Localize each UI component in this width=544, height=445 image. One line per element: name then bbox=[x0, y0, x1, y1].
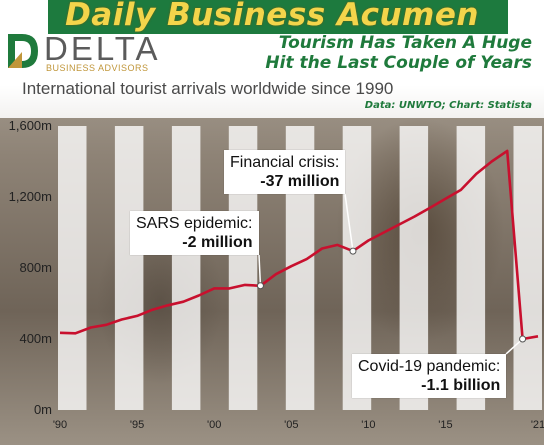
headline-line-1: Tourism Has Taken A Huge bbox=[278, 33, 532, 53]
background-stripe bbox=[114, 126, 144, 410]
annotation-covid-label: Covid-19 pandemic: bbox=[358, 358, 501, 375]
annotation-financial-label: Financial crisis: bbox=[230, 154, 340, 171]
annotation-covid: Covid-19 pandemic: -1.1 billion bbox=[352, 354, 507, 398]
x-tick-label: '10 bbox=[361, 419, 375, 431]
background-stripe bbox=[58, 126, 87, 410]
background-stripe bbox=[171, 126, 201, 410]
annotation-point-covid bbox=[519, 335, 527, 343]
series-line bbox=[59, 149, 539, 341]
x-tick-label: '05 bbox=[284, 419, 298, 431]
delta-logo-icon bbox=[8, 34, 38, 68]
y-tick-label: 800m bbox=[19, 260, 52, 275]
x-tick-label: '95 bbox=[130, 419, 144, 431]
annotation-connector-sars bbox=[258, 254, 262, 286]
logo-wordmark: DELTA bbox=[44, 30, 161, 67]
annotation-connector-covid bbox=[505, 338, 524, 355]
x-tick-label: '00 bbox=[207, 419, 221, 431]
chart-source: Data: UNWTO; Chart: Statista bbox=[364, 100, 532, 111]
logo-subtitle: BUSINESS ADVISORS bbox=[46, 63, 149, 73]
brand-title: Daily Business Acumen bbox=[65, 0, 479, 33]
y-tick-label: 1,600m bbox=[9, 118, 52, 133]
annotation-point-financial bbox=[349, 247, 357, 255]
annotation-sars-value: -2 million bbox=[182, 234, 253, 251]
y-tick-label: 0m bbox=[34, 402, 52, 417]
annotation-covid-value: -1.1 billion bbox=[421, 377, 501, 394]
annotation-connector-financial bbox=[344, 193, 354, 252]
brand-banner bbox=[48, 0, 508, 34]
x-tick-label: '15 bbox=[438, 419, 452, 431]
annotation-financial-crisis: Financial crisis: -37 million bbox=[224, 150, 346, 194]
annotation-financial-value: -37 million bbox=[260, 173, 340, 190]
background-stripe bbox=[513, 126, 542, 410]
y-tick-label: 1,200m bbox=[9, 189, 52, 204]
headline-line-2: Hit the Last Couple of Years bbox=[265, 53, 532, 73]
annotation-sars-label: SARS epidemic: bbox=[136, 215, 253, 232]
headline: Tourism Has Taken A Huge Hit the Last Co… bbox=[265, 33, 532, 73]
x-tick-label: '90 bbox=[53, 419, 67, 431]
annotation-point-sars bbox=[256, 282, 264, 290]
y-tick-label: 400m bbox=[19, 331, 52, 346]
annotation-sars: SARS epidemic: -2 million bbox=[130, 211, 259, 255]
chart-title: International tourist arrivals worldwide… bbox=[22, 79, 394, 98]
x-tick-label: '21 bbox=[531, 419, 544, 431]
